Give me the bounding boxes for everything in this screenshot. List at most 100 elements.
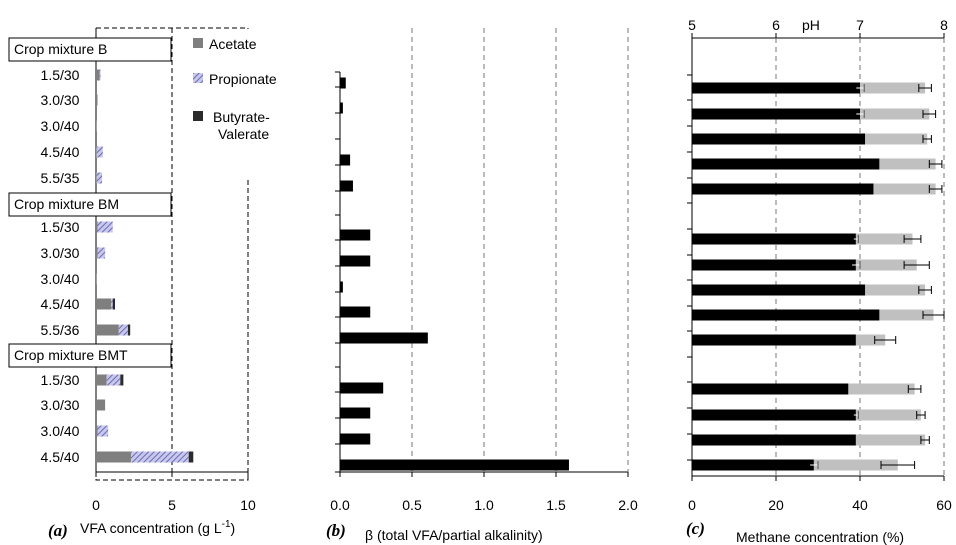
chart-b-bar	[340, 332, 428, 344]
chart-c-panel-label: (c)	[686, 519, 705, 538]
chart-c-bar-ph	[692, 82, 860, 94]
chart-a-legend-swatch	[193, 73, 203, 83]
chart-c-bar-ph	[692, 459, 814, 471]
chart-b-bar	[340, 255, 371, 267]
chart-a-legend-label: Propionate	[209, 71, 277, 87]
chart-b-bar	[340, 180, 353, 192]
chart-a-bar-acetate	[96, 451, 131, 463]
chart-a-row-label: 3.0/30	[41, 92, 80, 108]
chart-a-row-label: 3.0/30	[41, 245, 80, 261]
chart-a-bar-propionate	[106, 374, 121, 386]
chart-a-row-label: 1.5/30	[41, 219, 80, 235]
chart-a-bar-butyrate-valerate	[188, 451, 194, 463]
chart-a-x-axis-title: VFA concentration (g L-1)	[80, 519, 235, 536]
chart-b-layer: 0.0 0.5 1.0 1.5 2.0	[330, 28, 638, 513]
chart-c-x-tick-label: 0	[688, 497, 696, 513]
chart-a-legend-label: Acetate	[209, 36, 257, 52]
chart-c-bar-ph	[692, 284, 866, 296]
chart-b-x-tick-label: 0.5	[402, 497, 422, 513]
chart-a-x-tick-label: 10	[240, 497, 256, 513]
chart-a-x-axis-title-main: VFA concentration (g L	[80, 520, 222, 536]
chart-c-top-axis-title: pH	[802, 17, 820, 33]
chart-a-row-label: 3.0/40	[41, 118, 80, 134]
chart-b-bar	[340, 102, 343, 114]
chart-a-x-tick-label: 0	[92, 497, 100, 513]
chart-a-row-label: 3.0/40	[41, 271, 80, 287]
chart-a-bar-acetate	[96, 298, 112, 310]
chart-a-group-label-box	[8, 192, 172, 217]
chart-a-group-label-box	[8, 343, 172, 368]
chart-c-bar-ph	[692, 309, 880, 321]
chart-b-panel-label: (b)	[326, 521, 346, 540]
chart-a-bar-propionate	[111, 298, 113, 310]
chart-b-bar	[340, 459, 569, 471]
chart-a-row-label: 1.5/30	[41, 67, 80, 83]
chart-b-x-axis-title: β (total VFA/partial alkalinity)	[365, 527, 543, 543]
chart-a-bar-acetate	[96, 324, 119, 336]
chart-a-legend-mask	[182, 29, 256, 177]
chart-c-top-tick-label: 5	[688, 17, 696, 33]
chart-c-bar-ph	[692, 233, 856, 245]
chart-c-bar-ph	[692, 259, 856, 271]
chart-a-panel-label: (a)	[48, 521, 68, 540]
chart-a-bar-propionate	[97, 221, 113, 233]
chart-b-bar	[340, 306, 371, 318]
chart-a-row-label: 4.5/40	[41, 449, 80, 465]
chart-a-row-label: 4.5/40	[41, 144, 80, 160]
chart-b-bar	[340, 433, 371, 445]
chart-b-bar	[340, 407, 371, 419]
chart-a-bar-acetate	[96, 120, 97, 132]
chart-a-legend-label: Valerate	[218, 126, 269, 142]
chart-a-bar-butyrate-valerate	[120, 374, 124, 386]
chart-b-bar	[340, 382, 384, 394]
chart-c-bar-ph	[692, 409, 856, 421]
chart-a-group-label-box	[8, 37, 172, 62]
chart-b-bar	[340, 77, 346, 89]
chart-b-bar	[340, 154, 351, 166]
chart-a-row-label: 3.0/30	[41, 397, 80, 413]
chart-c-bar-ph	[692, 383, 849, 395]
chart-a-bar-acetate	[96, 247, 98, 259]
chart-a-bar-propionate	[96, 172, 103, 184]
chart-a-bar-acetate	[96, 94, 98, 106]
chart-a-bar-acetate	[96, 425, 98, 437]
chart-a-x-axis-title-end: )	[231, 520, 236, 536]
chart-a-bar-acetate	[96, 69, 100, 81]
chart-a-row-label: 5.5/36	[41, 322, 80, 338]
chart-a-legend-swatch	[193, 111, 203, 121]
chart-a-bar-acetate	[96, 273, 97, 285]
chart-c-layer: 0 20 40 60 5 6 7 8	[687, 17, 952, 513]
chart-a-bar-propionate	[97, 247, 106, 259]
chart-a-group-label: Crop mixture BM	[14, 196, 119, 212]
chart-b-x-tick-label: 2.0	[618, 497, 638, 513]
chart-c-bar-ph	[692, 434, 856, 446]
chart-c-x-axis-title: Methane concentration (%)	[736, 529, 904, 545]
chart-a-legend-label: Butyrate-	[213, 109, 270, 125]
chart-a-bar-propionate	[118, 324, 128, 336]
chart-a-bar-butyrate-valerate	[127, 324, 131, 336]
chart-a-bar-propionate	[99, 69, 101, 81]
chart-c-x-tick-label: 20	[768, 497, 784, 513]
chart-a-x-tick-label: 5	[168, 497, 176, 513]
chart-a-row-label: 5.5/35	[41, 170, 80, 186]
chart-c-bar-ph	[692, 183, 874, 195]
chart-a-bar-propionate	[96, 146, 103, 158]
chart-b-x-tick-label: 1.5	[546, 497, 566, 513]
chart-a-x-axis-title-sup: -1	[222, 519, 231, 530]
chart-c-x-tick-label: 40	[852, 497, 868, 513]
chart-c-bar-ph	[692, 133, 866, 145]
chart-b-bar	[340, 281, 343, 293]
chart-a-row-label: 1.5/30	[41, 372, 80, 388]
chart-a-legend-swatch	[193, 38, 203, 48]
chart-b-x-tick-label: 0.0	[330, 497, 350, 513]
chart-a-bar-butyrate-valerate	[112, 298, 115, 310]
chart-c-bar-ph	[692, 108, 860, 120]
chart-a-bar-acetate	[96, 146, 97, 158]
chart-a-layer: 0 5 10 1.5/30 3.0/30 3.0/40 4.5/40 5.5/35 1.5/30…	[8, 28, 277, 513]
chart-a-bar-acetate	[96, 172, 97, 184]
chart-a-row-label: 4.5/40	[41, 296, 80, 312]
chart-c-top-tick-label: 7	[856, 17, 864, 33]
chart-c-top-tick-label: 8	[940, 17, 948, 33]
chart-a-row-label: 3.0/40	[41, 423, 80, 439]
